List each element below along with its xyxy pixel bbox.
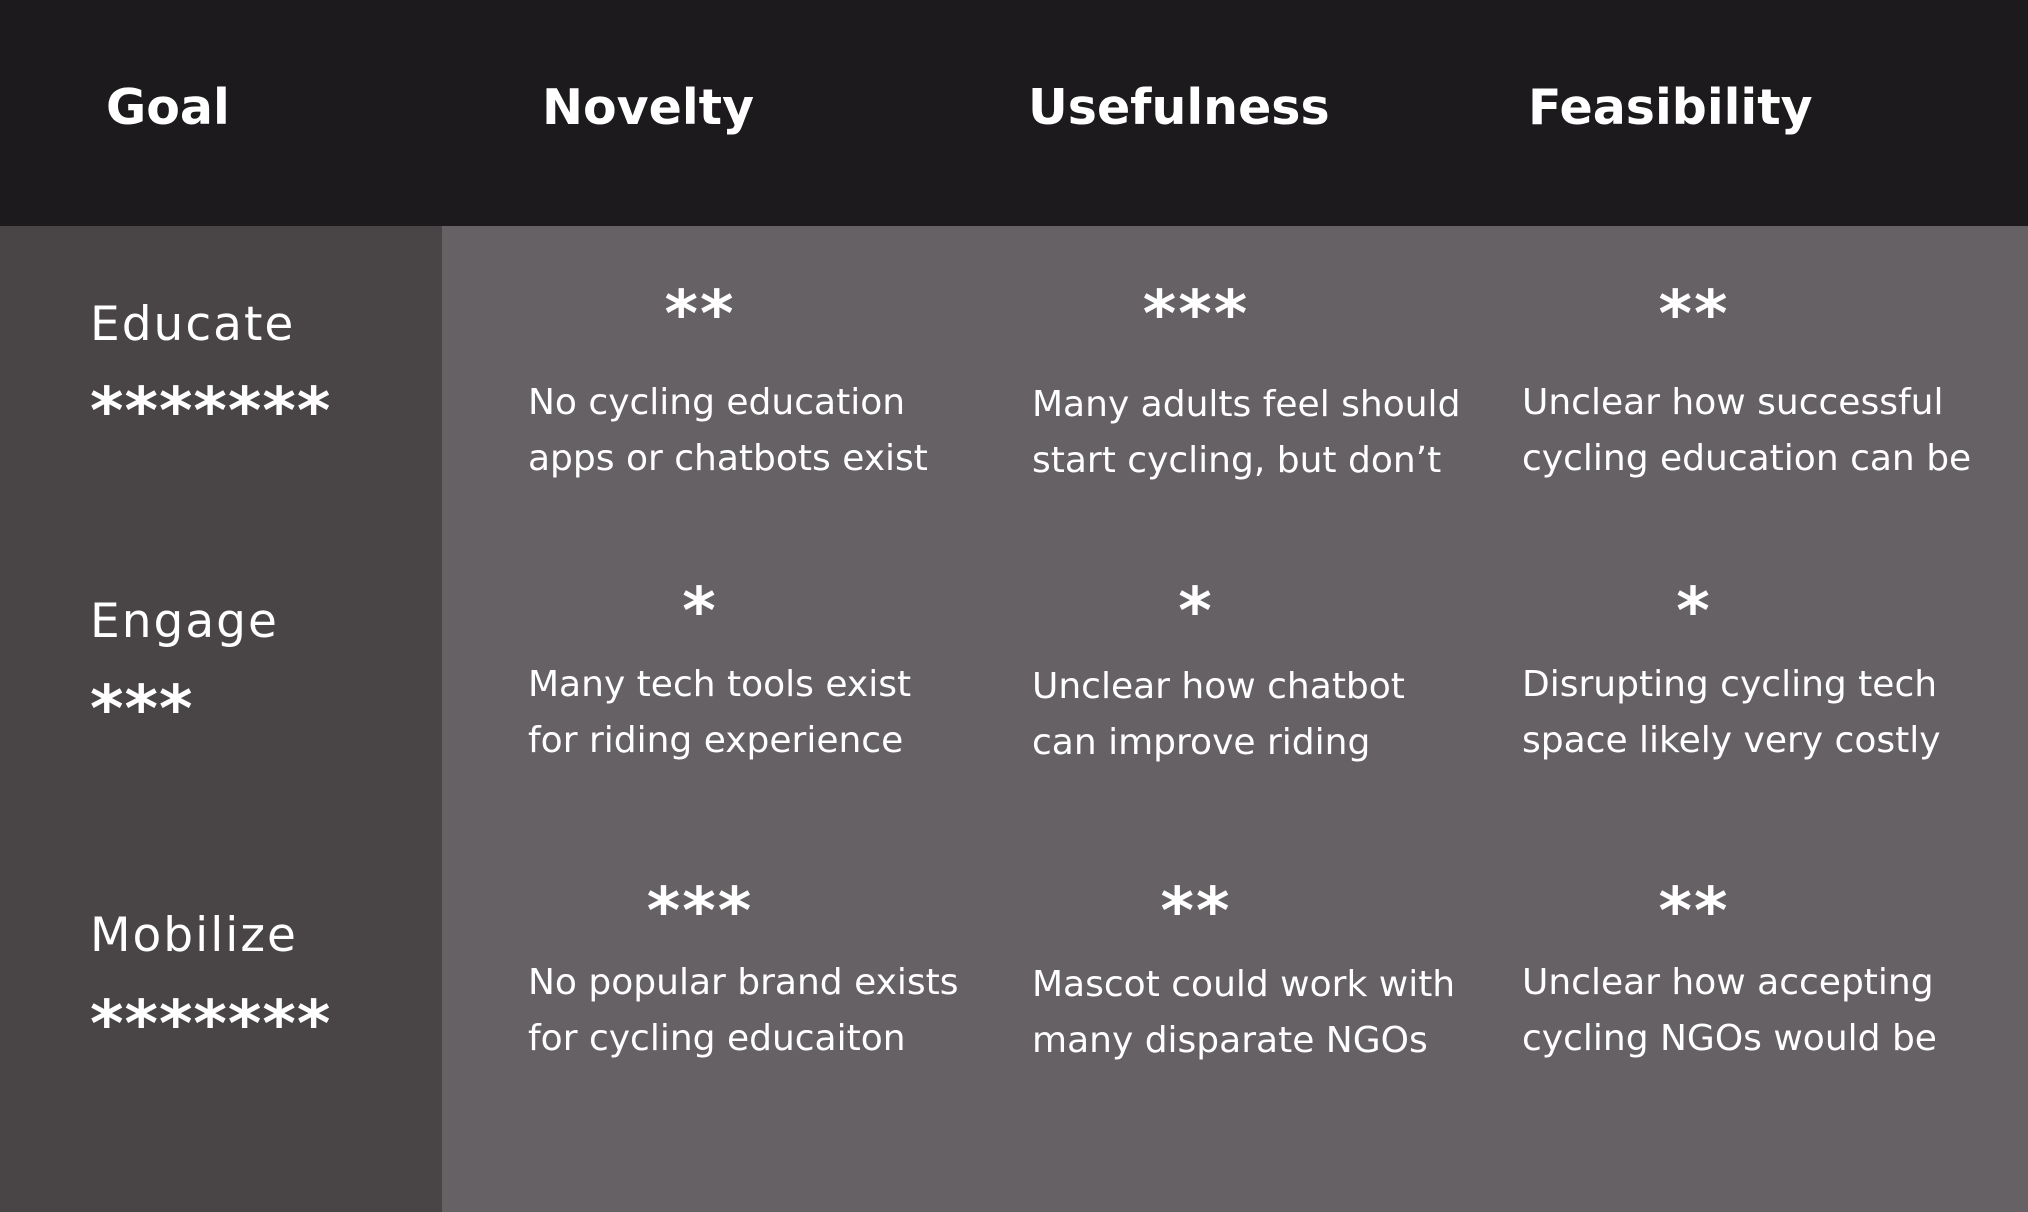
usefulness-note-engage: Unclear how chatbot can improve riding bbox=[1032, 666, 1405, 763]
usefulness-rating-educate: *** bbox=[1142, 278, 1250, 352]
novelty-rating-engage: * bbox=[682, 575, 718, 649]
rating-matrix bbox=[442, 226, 2028, 1212]
novelty-note-educate: No cycling education apps or chatbots exi… bbox=[528, 382, 928, 479]
header-feasibility: Feasibility bbox=[1528, 79, 1813, 136]
novelty-note-engage: Many tech tools exist for riding experien… bbox=[528, 664, 912, 761]
usefulness-rating-engage: * bbox=[1178, 575, 1214, 649]
header-usefulness: Usefulness bbox=[1028, 79, 1330, 136]
goal-name-educate: Educate bbox=[90, 297, 296, 352]
feasibility-note-educate: Unclear how successful cycling education … bbox=[1522, 382, 1972, 479]
header-novelty: Novelty bbox=[542, 79, 755, 136]
feasibility-rating-engage: * bbox=[1676, 575, 1712, 649]
goal-rating-engage: *** bbox=[90, 673, 194, 747]
feasibility-note-mobilize: Unclear how accepting cycling NGOs would … bbox=[1522, 962, 1937, 1059]
table-header: Goal Novelty Usefulness Feasibility bbox=[0, 0, 2028, 226]
novelty-note-mobilize: No popular brand exists for cycling educa… bbox=[528, 962, 959, 1059]
feasibility-note-engage: Disrupting cycling tech space likely very… bbox=[1522, 664, 1941, 761]
usefulness-note-educate: Many adults feel should start cycling, bu… bbox=[1032, 384, 1461, 481]
usefulness-note-mobilize: Mascot could work with many disparate NGO… bbox=[1032, 964, 1456, 1061]
feasibility-rating-mobilize: ** bbox=[1658, 875, 1730, 949]
novelty-rating-educate: ** bbox=[664, 278, 736, 352]
feasibility-rating-educate: ** bbox=[1658, 278, 1730, 352]
goal-rating-mobilize: ******* bbox=[90, 988, 332, 1062]
novelty-rating-mobilize: *** bbox=[646, 875, 754, 949]
goal-rating-educate: ******* bbox=[90, 375, 332, 449]
goal-name-engage: Engage bbox=[90, 594, 279, 649]
header-goal: Goal bbox=[106, 79, 230, 136]
goal-column bbox=[0, 226, 442, 1212]
usefulness-rating-mobilize: ** bbox=[1160, 875, 1232, 949]
goal-name-mobilize: Mobilize bbox=[90, 908, 298, 963]
